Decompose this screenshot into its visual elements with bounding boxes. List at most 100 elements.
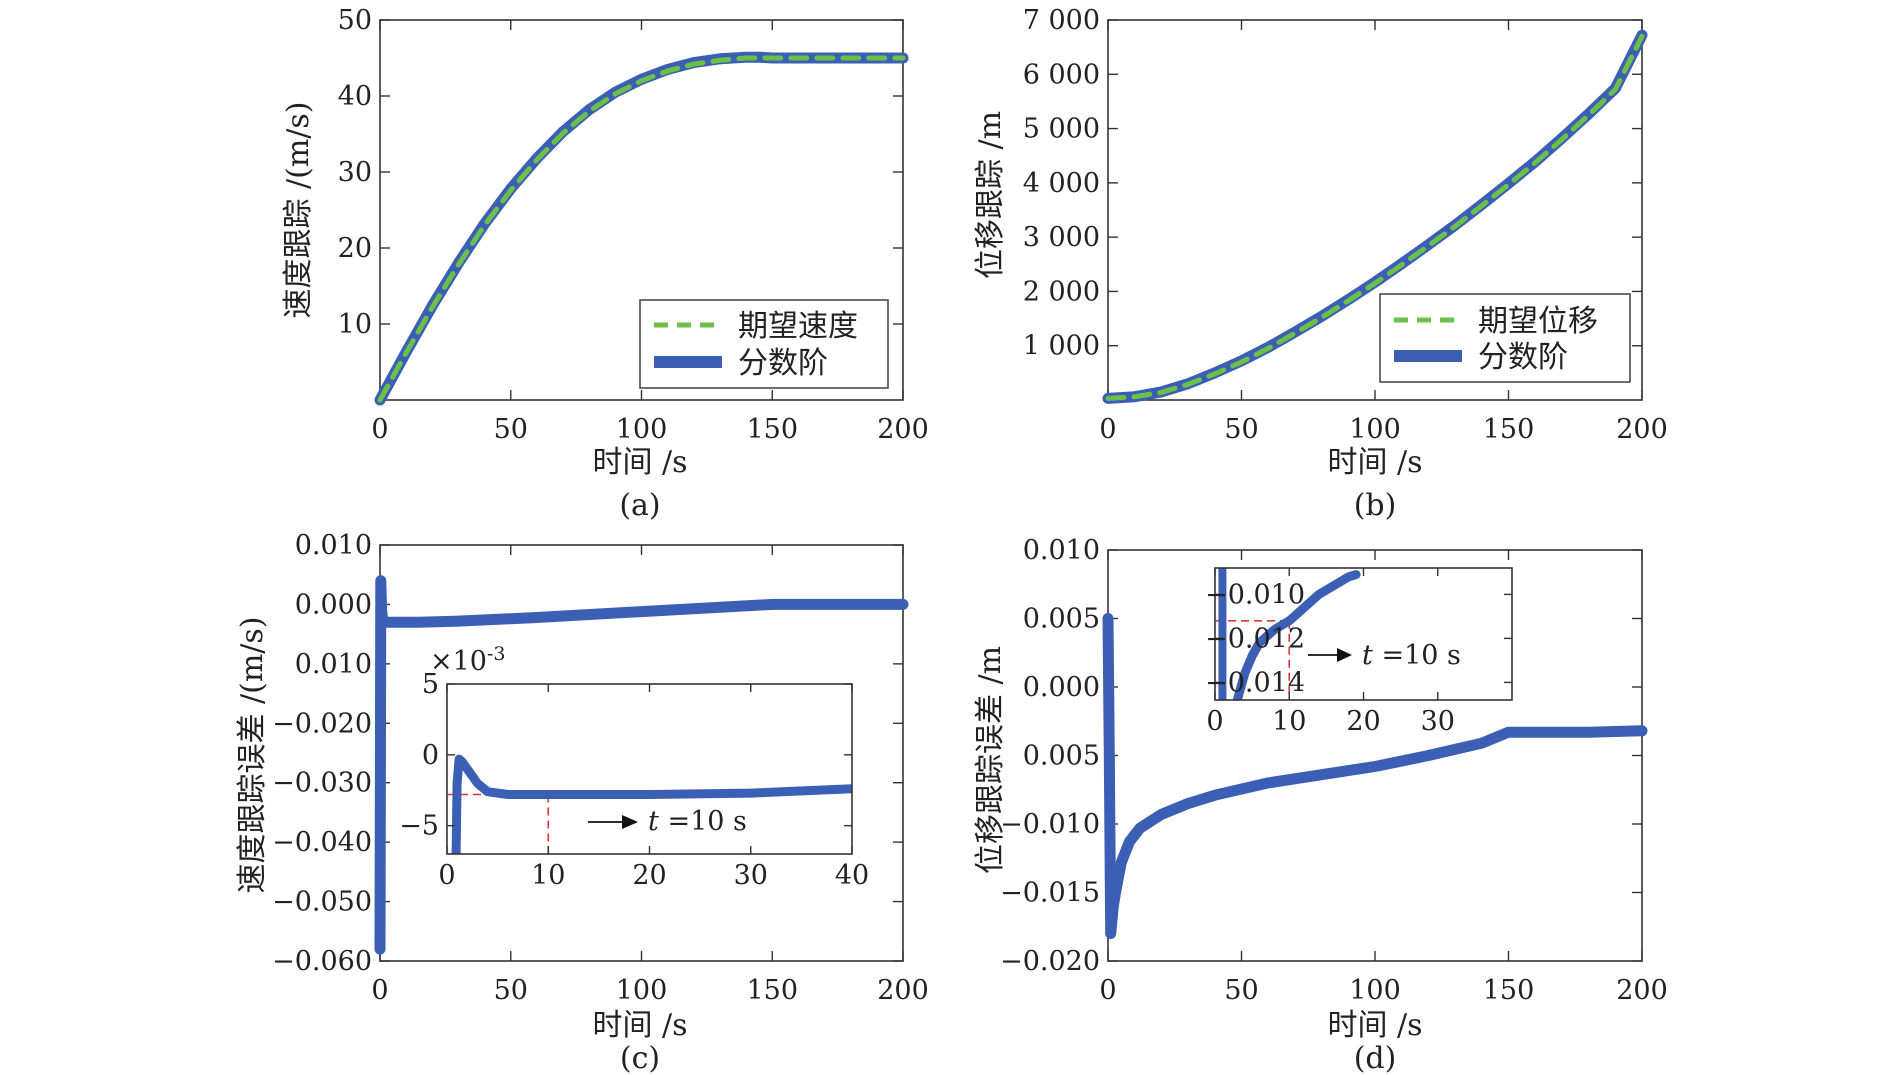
- panel-b-y-tick-label: 5 000: [1023, 114, 1100, 145]
- panel-b-legend-box: [1379, 293, 1631, 383]
- panel-b-x-tick-label: 50: [1224, 414, 1258, 445]
- panel-c-inset-series-line: [451, 754, 852, 854]
- panel-c-speed-tracking-error: 0 50 100 150 2000.0100.0000.010−0.020−0.030−…: [235, 530, 929, 1075]
- panel-b-displacement-tracking: 0 50 100 150 200 1 000 2 000 3 000 4 000 5 000 6 0…: [973, 5, 1668, 523]
- panel-d-inset-series-line: [1232, 570, 1361, 700]
- panel-c-series: [374, 575, 909, 955]
- panel-b-x-tick-label: 100: [1349, 414, 1401, 445]
- panel-c-y-tick-label: −0.030: [272, 768, 372, 799]
- panel-a-y-tick-label: 30: [338, 157, 372, 188]
- panel-a-x-tick-label: 50: [494, 414, 528, 445]
- panel-a-series: [374, 51, 909, 406]
- panel-c-y-tick-label: 0.010: [295, 649, 372, 680]
- panel-b-y-axis-label: 位移跟踪 /m: [973, 111, 1008, 279]
- panel-a-y-axis-label: 速度跟踪 /(m/s): [281, 101, 316, 318]
- panel-b-y-tick-label: 1 000: [1023, 331, 1100, 362]
- panel-a-legend-label-desired: 期望速度: [738, 309, 858, 344]
- panel-d-inset-x-tick-label: 0: [1206, 706, 1223, 737]
- panel-c-x-tick-label: 0: [371, 975, 388, 1006]
- panel-b-legend: 期望位移 分数阶: [1379, 293, 1631, 383]
- panel-d-series-fractional-line: [1102, 613, 1648, 940]
- panel-a-speed-tracking: 0 50 100 150 200 10 20 30 40 50 时间 /s 速度跟踪 /(m/s)…: [281, 5, 929, 523]
- panel-d-inset-y-tick-label: −0.014: [1205, 667, 1305, 698]
- panel-c-y-tick-label: −0.060: [272, 946, 372, 977]
- panel-b-caption: (b): [1354, 488, 1397, 523]
- panel-c-x-tick-label: 200: [877, 975, 929, 1006]
- panel-a-y-tick-label: 40: [338, 81, 372, 112]
- panel-c-inset-annotation: t =10 s: [588, 806, 747, 837]
- panel-d-inset-y-tick-label: −0.012: [1205, 623, 1305, 654]
- panel-c-y-tick-label: −0.050: [272, 887, 372, 918]
- panel-a-caption: (a): [619, 488, 660, 523]
- panel-d-inset-x-tick-label: 20: [1346, 706, 1380, 737]
- panel-c-inset-x-tick-label: 40: [835, 860, 869, 891]
- panel-a-x-tick-label: 0: [371, 414, 388, 445]
- panel-a-series-desired-line: [377, 55, 906, 403]
- panel-b-y-tick-label: 2 000: [1023, 276, 1100, 307]
- panel-c-y-tick-label: 0.010: [295, 530, 372, 561]
- panel-d-y-axis-label: 位移跟踪误差 /m: [973, 646, 1008, 874]
- panel-c-inset-multiplier: ×10-3: [430, 643, 506, 677]
- panel-d-y-tick-label: 0.000: [1023, 672, 1100, 703]
- panel-c-x-tick-label: 100: [616, 975, 668, 1006]
- panel-b-y-tick-label: 6 000: [1023, 59, 1100, 90]
- panel-d-inset-annotation: t =10 s: [1308, 640, 1461, 671]
- panel-b-legend-label-fractional: 分数阶: [1478, 340, 1568, 375]
- panel-d-y-tick-label: 0.010: [1023, 535, 1100, 566]
- panel-b-y-tick-label: 4 000: [1023, 168, 1100, 199]
- panel-a-x-tick-label: 150: [746, 414, 798, 445]
- panel-d-displacement-tracking-error: 0 50 100 150 2000.0100.0050.0000.005−0.010−0…: [973, 535, 1668, 1075]
- panel-c-inset-x-tick-label: 10: [531, 860, 565, 891]
- panel-d-inset-annotation-text: t =10 s: [1362, 640, 1461, 671]
- panel-a-x-tick-label: 200: [877, 414, 929, 445]
- panel-c-y-tick-label: −0.020: [272, 708, 372, 739]
- panel-d-series: [1102, 613, 1648, 940]
- panel-d-inset-x-tick-label: 30: [1421, 706, 1455, 737]
- panel-c-y-axis-label: 速度跟踪误差 /(m/s): [235, 616, 270, 893]
- panel-c-inset-y-tick-label: 0: [422, 740, 439, 771]
- panel-d-x-tick-label: 50: [1224, 975, 1258, 1006]
- panel-d-y-tick-label: 0.005: [1023, 604, 1100, 635]
- panel-a-x-tick-label: 100: [616, 414, 668, 445]
- panel-a-legend-box: [639, 299, 889, 389]
- panel-a-legend-label-fractional: 分数阶: [738, 346, 828, 381]
- panel-c-inset-x-tick-label: 0: [438, 860, 455, 891]
- panel-b-legend-label-desired: 期望位移: [1478, 304, 1598, 339]
- panel-b-x-tick-label: 0: [1099, 414, 1116, 445]
- panel-c-inset-y-tick-label: −5: [399, 811, 439, 842]
- panel-c-x-tick-label: 150: [746, 975, 798, 1006]
- panel-b-series: [1102, 29, 1648, 404]
- panel-c-x-axis-label: 时间 /s: [592, 1008, 687, 1043]
- panel-a-y-tick-label: 20: [338, 233, 372, 264]
- panel-a-legend: 期望速度 分数阶: [639, 299, 889, 389]
- panel-b-y-tick-label: 7 000: [1023, 5, 1100, 36]
- panel-c-inset-annotation-text: t =10 s: [648, 806, 747, 837]
- panel-d-y-tick-label: −0.010: [1000, 809, 1100, 840]
- panel-d-inset-y-tick-label: −0.010: [1205, 579, 1305, 610]
- panel-b-series-desired-line: [1105, 33, 1645, 401]
- panel-b-x-tick-label: 200: [1616, 414, 1668, 445]
- panel-c-inset-arrowhead: [622, 815, 638, 829]
- panel-d-x-tick-label: 200: [1616, 975, 1668, 1006]
- panel-c-y-tick-label: −0.040: [272, 827, 372, 858]
- panel-a-axis-ticks: 0 50 100 150 200 10 20 30 40 50: [338, 5, 929, 445]
- panel-d-inset-series: [1215, 568, 1361, 700]
- panel-d-y-tick-label: 0.005: [1023, 741, 1100, 772]
- panel-d-y-tick-label: −0.020: [1000, 946, 1100, 977]
- panel-c-inset-background: [447, 684, 852, 854]
- panel-d-inset-axis-ticks: 0 10 20 30 −0.010 −0.012 −0.014: [1205, 568, 1512, 737]
- panel-d-inset-x-tick-label: 10: [1272, 706, 1306, 737]
- panel-b-x-tick-label: 150: [1483, 414, 1535, 445]
- panel-b-x-axis-label: 时间 /s: [1327, 445, 1422, 480]
- panel-a-x-axis-label: 时间 /s: [592, 445, 687, 480]
- panel-d-x-tick-label: 150: [1483, 975, 1535, 1006]
- panel-c-inset-series: [447, 754, 852, 854]
- panel-d-caption: (d): [1354, 1041, 1397, 1075]
- panel-b-y-tick-label: 3 000: [1023, 222, 1100, 253]
- panel-d-x-axis-label: 时间 /s: [1327, 1008, 1422, 1043]
- panel-c-inset-x-tick-label: 20: [632, 860, 666, 891]
- panel-d-axis-ticks: 0 50 100 150 2000.0100.0050.0000.005−0.010−0…: [1000, 535, 1668, 1006]
